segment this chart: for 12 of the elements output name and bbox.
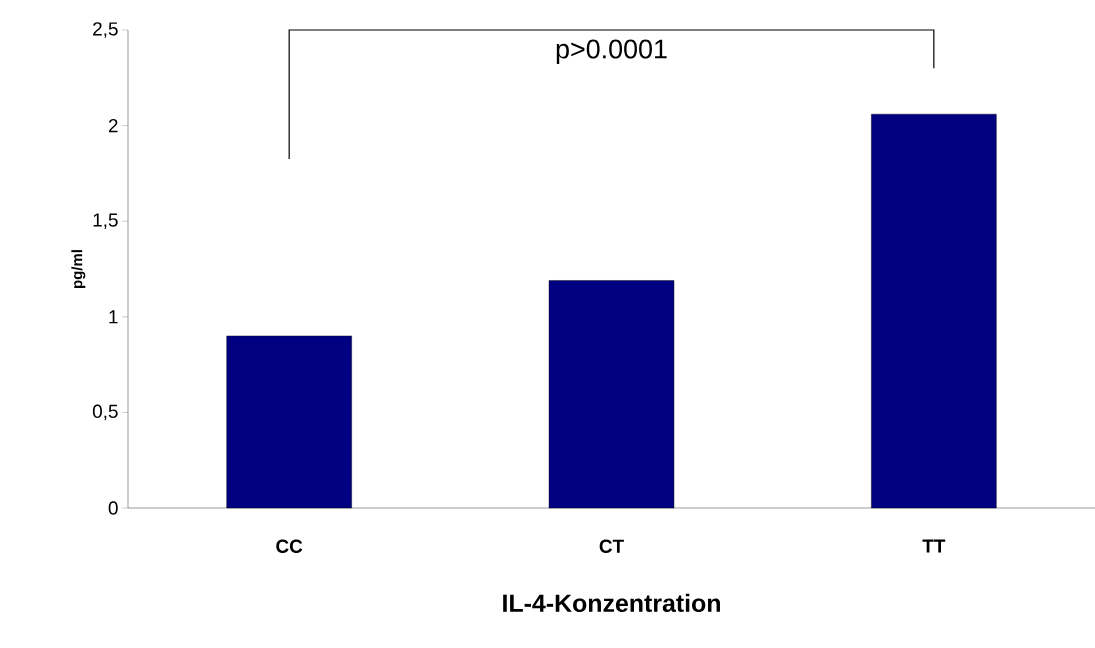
y-tick-label: 0,5	[92, 404, 118, 421]
annotation: p>0.0001	[556, 39, 667, 64]
x-axis-title: IL-4-Konzentration	[503, 593, 720, 613]
y-tick-label: 2,5	[93, 22, 118, 38]
x-tick-label: CT	[599, 539, 624, 553]
x-tick-label: CC	[276, 539, 303, 553]
y-axis-title: pg/ml	[71, 250, 86, 288]
y-tick-label: 1,5	[93, 213, 118, 229]
y-tick-label: 1	[109, 310, 118, 324]
y-tick-label: 0	[108, 501, 118, 515]
x-tick-label: TT	[922, 539, 946, 553]
y-tick-label: 2	[108, 118, 118, 133]
